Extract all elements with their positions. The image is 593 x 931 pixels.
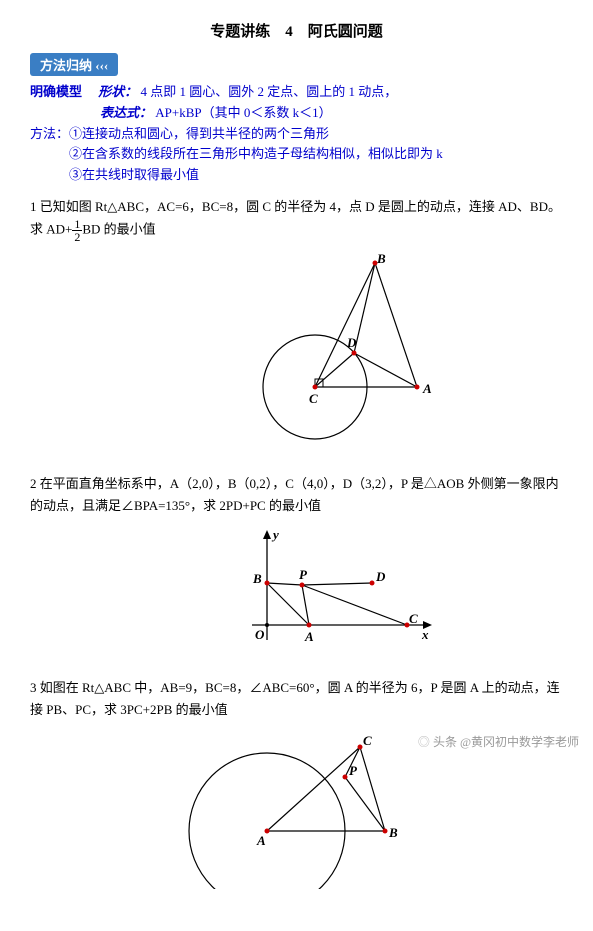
p1-fraction: 12 bbox=[72, 218, 82, 243]
svg-text:P: P bbox=[349, 763, 358, 778]
svg-text:x: x bbox=[421, 627, 429, 642]
method-shape-label: 形状： bbox=[98, 84, 137, 99]
method-badge: 方法归纳 ‹‹‹ bbox=[30, 53, 118, 76]
method-step-3: ③在共线时取得最小值 bbox=[30, 165, 563, 186]
figure-3-svg: A B C P bbox=[157, 729, 437, 889]
svg-text:O: O bbox=[255, 627, 265, 642]
problem-3: 3 如图在 Rt△ABC 中，AB=9，BC=8，∠ABC=60°，圆 A 的半… bbox=[30, 677, 563, 721]
problem-2: 2 在平面直角坐标系中，A（2,0），B（0,2），C（4,0），D（3,2），… bbox=[30, 473, 563, 517]
figure-3: A B C P bbox=[30, 729, 563, 893]
method-step-1: 方法：①连接动点和圆心，得到共半径的两个三角形 bbox=[30, 124, 563, 145]
svg-text:C: C bbox=[309, 391, 318, 406]
method-expr-text: AP+kBP（其中 0＜系数 k＜1） bbox=[155, 105, 331, 120]
svg-text:A: A bbox=[304, 629, 314, 644]
svg-text:B: B bbox=[376, 251, 386, 266]
figure-2: O A B C D P y x bbox=[30, 525, 563, 659]
watermark-text: 头条 @黄冈初中数学李老师 bbox=[433, 735, 579, 749]
svg-text:D: D bbox=[375, 569, 386, 584]
watermark-icon: ◎ bbox=[418, 735, 430, 749]
svg-text:A: A bbox=[256, 833, 266, 848]
svg-text:C: C bbox=[363, 733, 372, 748]
page-title: 专题讲练 4 阿氏圆问题 bbox=[30, 20, 563, 41]
svg-text:D: D bbox=[346, 335, 357, 350]
svg-text:P: P bbox=[299, 567, 308, 582]
p1-text2b: BD 的最小值 bbox=[82, 222, 155, 237]
p1-text1: 1 已知如图 Rt△ABC，AC=6，BC=8，圆 C 的半径为 4，点 D 是… bbox=[30, 199, 561, 214]
method-label-1: 明确模型 bbox=[30, 84, 95, 99]
method-step-2: ②在含系数的线段所在三角形中构造子母结构相似，相似比即为 k bbox=[30, 144, 563, 165]
svg-text:B: B bbox=[252, 571, 262, 586]
svg-text:C: C bbox=[409, 611, 418, 626]
p1-text2a: 求 AD+ bbox=[30, 222, 72, 237]
svg-text:A: A bbox=[422, 381, 432, 396]
svg-text:B: B bbox=[388, 825, 398, 840]
watermark: ◎ 头条 @黄冈初中数学李老师 bbox=[414, 731, 583, 752]
svg-text:y: y bbox=[271, 527, 279, 542]
method-shape-text: 4 点即 1 圆心、圆外 2 定点、圆上的 1 动点， bbox=[141, 84, 398, 99]
problem-1: 1 已知如图 Rt△ABC，AC=6，BC=8，圆 C 的半径为 4，点 D 是… bbox=[30, 196, 563, 243]
figure-1: C A B D bbox=[30, 251, 563, 455]
figure-1-svg: C A B D bbox=[147, 251, 447, 451]
method-expr-label: 表达式： bbox=[100, 105, 152, 120]
figure-2-svg: O A B C D P y x bbox=[147, 525, 447, 655]
method-section: 明确模型 形状： 4 点即 1 圆心、圆外 2 定点、圆上的 1 动点， 表达式… bbox=[30, 82, 563, 186]
